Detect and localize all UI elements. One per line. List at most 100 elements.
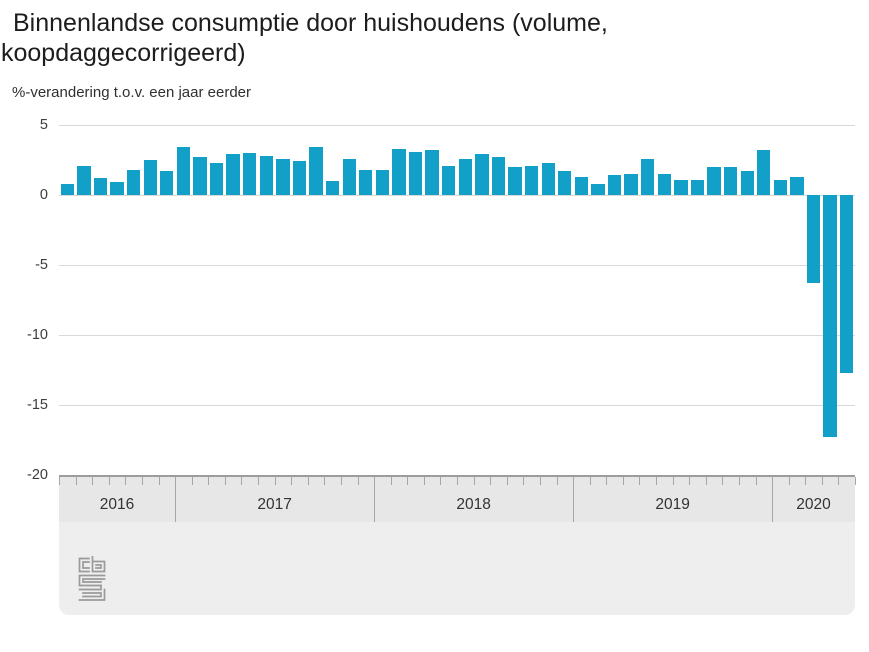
month-tick — [788, 477, 790, 485]
bar-2016-11[interactable] — [143, 160, 157, 195]
bar-2019-02[interactable] — [591, 183, 605, 195]
bar-2019-06[interactable] — [657, 174, 671, 195]
month-tick — [656, 477, 657, 485]
bar-2016-09[interactable] — [110, 182, 124, 195]
bar-2020-01[interactable] — [773, 179, 787, 195]
bar-2017-06[interactable] — [259, 155, 273, 195]
x-axis-band: 2016 2017 2018 2019 2020 — [59, 475, 856, 615]
bar-2017-07[interactable] — [276, 158, 290, 195]
month-tick — [606, 477, 608, 485]
bar-2020-02[interactable] — [790, 176, 804, 195]
gridline — [59, 195, 855, 196]
month-tick — [855, 477, 856, 485]
month-tick — [324, 477, 326, 485]
bar-2019-12[interactable] — [757, 150, 771, 195]
month-tick — [705, 477, 707, 485]
bar-2017-08[interactable] — [292, 161, 307, 195]
bar-2020-03[interactable] — [806, 195, 821, 284]
bar-2019-04[interactable] — [624, 174, 638, 195]
bar-2018-07[interactable] — [475, 154, 489, 195]
month-tick — [390, 477, 392, 485]
month-tick — [59, 477, 60, 485]
month-tick — [457, 477, 458, 485]
month-tick — [340, 477, 342, 485]
month-tick — [506, 477, 508, 485]
bar-2016-12[interactable] — [160, 171, 174, 195]
bar-2017-09[interactable] — [309, 147, 323, 195]
chart-title-line2: koopdaggecorrigeerd) — [1, 39, 246, 67]
year-divider — [573, 477, 575, 522]
month-tick — [722, 477, 724, 485]
month-tick — [307, 477, 309, 485]
month-tick — [224, 477, 226, 485]
year-label-2017: 2017 — [257, 496, 292, 513]
month-tick — [158, 477, 160, 485]
bar-2018-09[interactable] — [508, 167, 522, 195]
bar-2018-11[interactable] — [541, 162, 555, 195]
month-tick — [755, 477, 757, 485]
bar-2017-11[interactable] — [342, 158, 356, 195]
bar-2017-12[interactable] — [359, 169, 373, 195]
year-label-2020: 2020 — [796, 496, 831, 513]
gridline — [59, 335, 855, 336]
month-tick — [589, 477, 591, 485]
bar-2018-04[interactable] — [425, 150, 439, 195]
bar-2017-03[interactable] — [209, 162, 224, 195]
month-tick — [473, 477, 475, 485]
year-divider — [374, 477, 376, 522]
month-tick — [672, 477, 674, 485]
bar-2016-06[interactable] — [60, 183, 74, 195]
y-axis-label: 5 — [39, 117, 48, 133]
bar-2018-08[interactable] — [491, 157, 506, 195]
bar-2018-12[interactable] — [558, 171, 572, 195]
month-tick — [689, 477, 691, 485]
bar-2017-01[interactable] — [176, 147, 190, 195]
month-tick — [423, 477, 425, 485]
chart-title: Binnenlandse consumptie door huishoudens… — [0, 8, 800, 68]
bar-2019-08[interactable] — [690, 179, 705, 195]
bar-2016-08[interactable] — [93, 178, 108, 195]
bar-2019-01[interactable] — [574, 176, 588, 195]
bar-2018-05[interactable] — [442, 165, 456, 195]
month-tick — [539, 477, 541, 485]
bar-2016-07[interactable] — [77, 165, 91, 195]
bar-2019-10[interactable] — [723, 167, 738, 195]
bar-2018-02[interactable] — [392, 148, 406, 195]
y-axis-label: -15 — [27, 397, 48, 413]
bar-2017-10[interactable] — [325, 181, 340, 195]
month-tick — [141, 477, 143, 485]
bar-2019-09[interactable] — [707, 167, 721, 195]
bar-2019-05[interactable] — [641, 158, 655, 195]
chart-subtitle: %-verandering t.o.v. een jaar eerder — [12, 84, 252, 101]
month-tick — [622, 477, 624, 485]
y-axis-label: -10 — [27, 327, 48, 343]
bar-2018-06[interactable] — [458, 158, 472, 195]
month-tick — [291, 477, 293, 485]
year-divider — [772, 477, 774, 522]
bar-2017-02[interactable] — [193, 157, 207, 195]
bar-2017-04[interactable] — [226, 154, 240, 195]
month-tick — [274, 477, 276, 485]
month-tick — [490, 477, 492, 485]
bar-2018-10[interactable] — [524, 165, 539, 195]
month-tick — [191, 477, 193, 485]
y-axis-label: 0 — [39, 187, 48, 203]
gridline — [59, 265, 855, 266]
bar-2020-04[interactable] — [823, 195, 837, 438]
bar-2016-10[interactable] — [126, 169, 141, 195]
bar-2020-05[interactable] — [840, 195, 854, 373]
month-tick — [108, 477, 110, 485]
bar-2017-05[interactable] — [243, 153, 257, 195]
year-label-2016: 2016 — [99, 496, 135, 513]
bar-2018-03[interactable] — [408, 151, 423, 195]
bar-2019-03[interactable] — [607, 175, 622, 195]
year-label-2019: 2019 — [655, 496, 690, 513]
bar-2019-07[interactable] — [674, 179, 688, 195]
bar-2018-01[interactable] — [375, 169, 389, 195]
bar-2019-11[interactable] — [740, 171, 754, 195]
cbs-logo — [78, 556, 106, 601]
month-tick — [357, 477, 359, 485]
chart-title-line1: Binnenlandse consumptie door huishoudens… — [13, 9, 608, 37]
month-tick — [125, 477, 127, 485]
